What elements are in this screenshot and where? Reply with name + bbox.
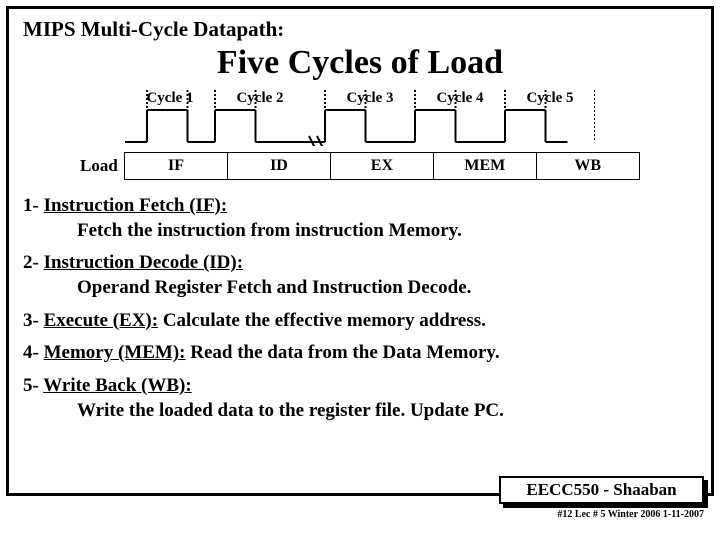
note-body: Read the data from the Data Memory.: [185, 342, 499, 363]
note-body: Operand Register Fetch and Instruction D…: [77, 276, 697, 301]
slide-title: Five Cycles of Load: [23, 44, 697, 82]
stage-box: WB: [536, 152, 640, 180]
note-body: Calculate the effective memory address.: [158, 310, 486, 331]
note-item: 5- Write Back (WB):: [23, 374, 697, 399]
note-title: Write Back (WB):: [43, 375, 191, 396]
slide-subheading: MIPS Multi-Cycle Datapath:: [23, 17, 697, 42]
note-item: 3- Execute (EX): Calculate the effective…: [23, 309, 697, 334]
footer-text: EECC550 - Shaaban: [499, 476, 704, 504]
note-title: Memory (MEM):: [44, 342, 186, 363]
subfooter-text: #12 Lec # 5 Winter 2006 1-11-2007: [557, 509, 704, 520]
stage-row-label: Load: [80, 156, 118, 176]
note-body: Write the loaded data to the register fi…: [77, 399, 697, 424]
stage-row: Load IFIDEXMEMWB: [80, 152, 640, 180]
slide-frame: MIPS Multi-Cycle Datapath: Five Cycles o…: [6, 6, 714, 496]
note-title: Instruction Decode (ID):: [44, 252, 243, 273]
note-item: 2- Instruction Decode (ID):: [23, 251, 697, 276]
stage-box: MEM: [433, 152, 537, 180]
stage-box: EX: [330, 152, 434, 180]
stage-box: ID: [227, 152, 331, 180]
note-body: Fetch the instruction from instruction M…: [77, 219, 697, 244]
notes-list: 1- Instruction Fetch (IF):Fetch the inst…: [23, 194, 697, 424]
note-item: 4- Memory (MEM): Read the data from the …: [23, 341, 697, 366]
stage-box: IF: [124, 152, 228, 180]
note-title: Execute (EX):: [44, 310, 159, 331]
clock-waveform: [125, 90, 595, 146]
footer-box: EECC550 - Shaaban: [499, 476, 704, 504]
clock-diagram: Cycle 1Cycle 2Cycle 3Cycle 4Cycle 5: [125, 90, 595, 146]
note-item: 1- Instruction Fetch (IF):: [23, 194, 697, 219]
note-title: Instruction Fetch (IF):: [44, 195, 228, 216]
